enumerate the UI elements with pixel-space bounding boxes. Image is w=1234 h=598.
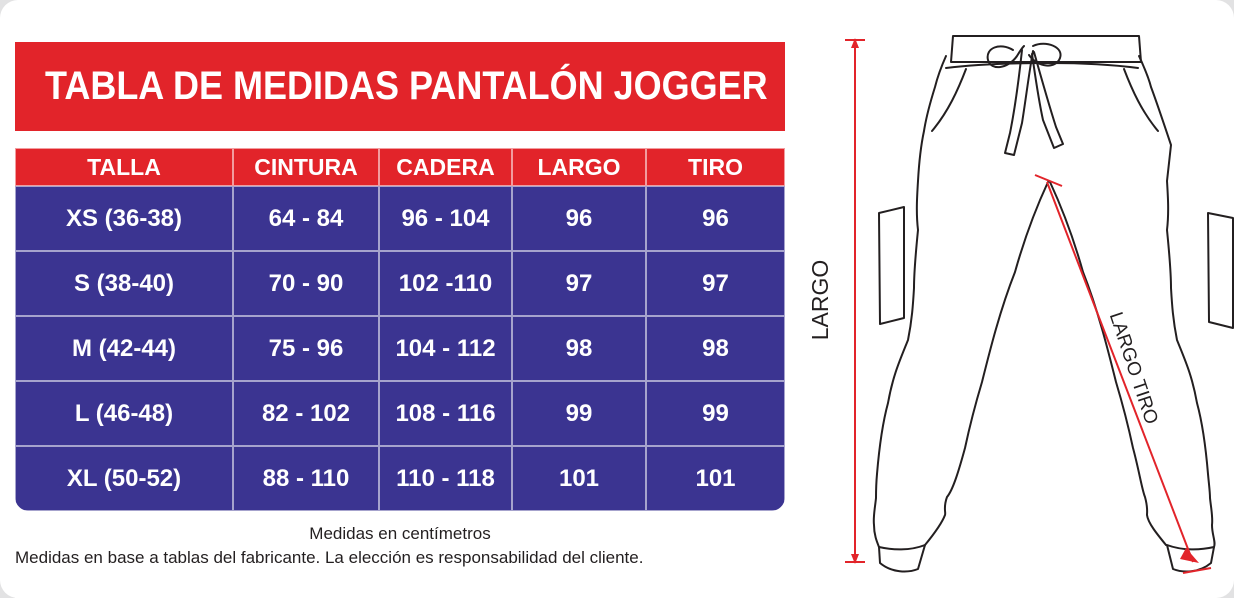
svg-text:LARGO: LARGO xyxy=(807,260,833,341)
